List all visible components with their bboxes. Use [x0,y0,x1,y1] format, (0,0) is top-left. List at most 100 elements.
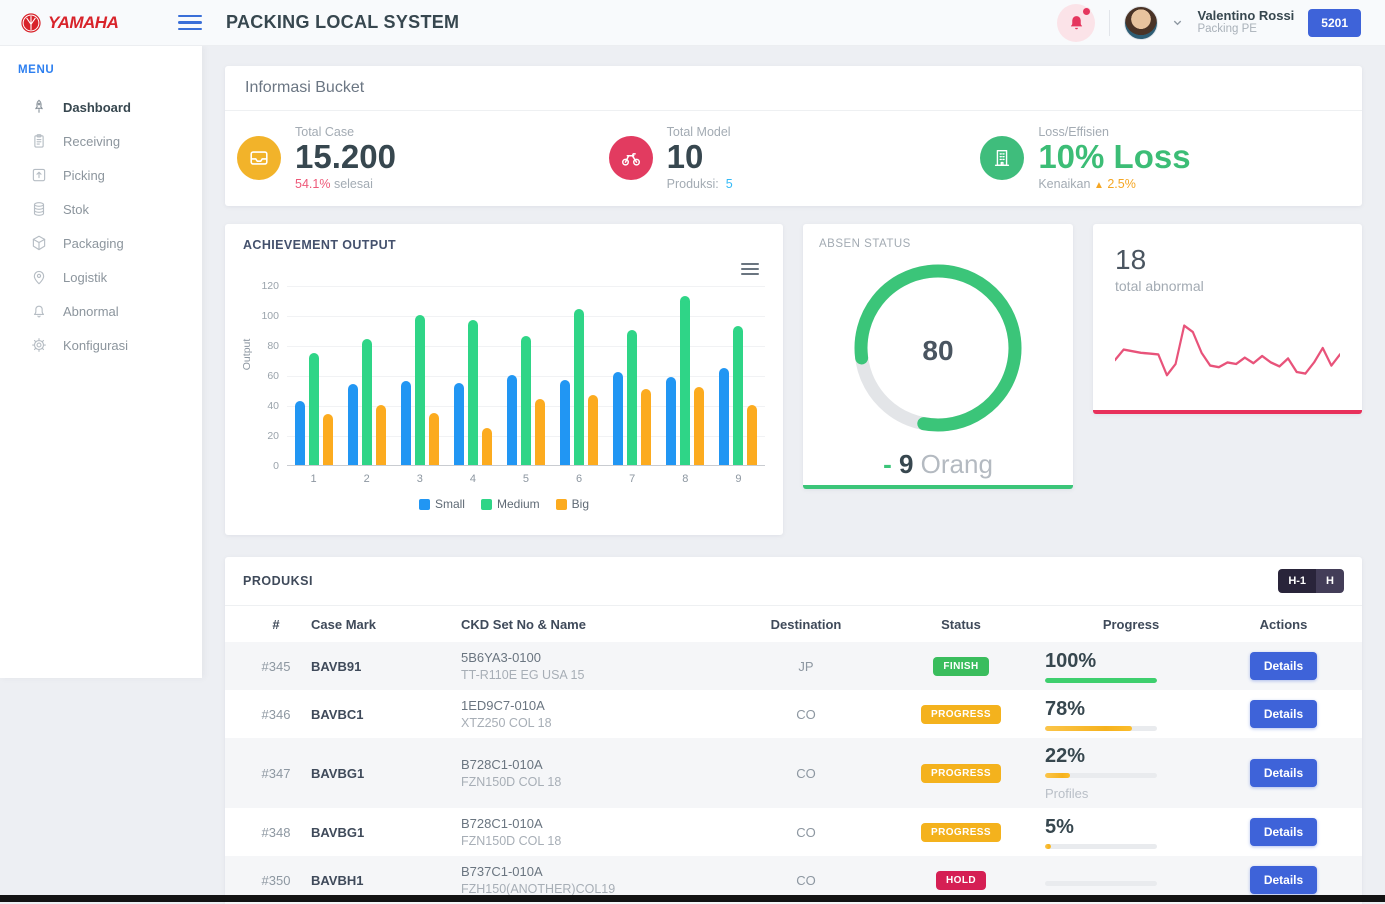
h-toggle: H-1 H [1278,569,1344,593]
menu-toggle-icon[interactable] [178,11,202,35]
bar-big [641,389,651,466]
notification-bell-icon[interactable] [1057,4,1095,42]
legend-big[interactable]: Big [556,497,589,511]
legend-medium[interactable]: Medium [481,497,540,511]
details-button[interactable]: Details [1250,759,1317,787]
row-number: #345 [241,659,311,674]
sidebar: MENU Dashboard Receiving Picking Stok Pa… [0,46,202,678]
bar-big [482,428,492,466]
toggle-h1-button[interactable]: H-1 [1278,569,1316,593]
absen-center-value: 80 [848,258,1028,443]
cube-icon [30,234,48,252]
achievement-output-card: ACHIEVEMENT OUTPUT Output 02040608010012… [225,224,783,535]
bar-group-6 [560,286,598,465]
sidebar-item-packaging[interactable]: Packaging [0,226,202,260]
sidebar-item-logistik[interactable]: Logistik [0,260,202,294]
bottom-strip [0,895,1385,902]
bar-medium [733,326,743,466]
absen-footer: - 9 Orang [819,449,1057,480]
chart-legend: Small Medium Big [243,497,765,511]
progress-cell: 100% [1041,650,1221,683]
bar-medium [574,309,584,465]
bar-group-4 [454,286,492,465]
motorcycle-icon [620,147,642,169]
total-abnormal-card: 18 total abnormal [1093,224,1362,414]
sidebar-item-konfigurasi[interactable]: Konfigurasi [0,328,202,362]
bar-big [535,399,545,465]
sidebar-item-picking[interactable]: Picking [0,158,202,192]
bar-small [560,380,570,466]
bar-medium [468,320,478,466]
up-caret-icon: ▲ [1094,180,1104,191]
progress-bar [1045,726,1157,731]
ckd-set: 5B6YA3-0100 TT-R110E EG USA 15 [461,650,731,682]
toggle-h-button[interactable]: H [1316,569,1344,593]
bar-medium [680,296,690,466]
bell-icon [30,302,48,320]
progress-cell: 22% Profiles [1041,745,1221,801]
destination: CO [731,825,881,840]
ckd-set: B737C1-010A FZH150(ANOTHER)COL19 [461,864,731,896]
bar-group-5 [507,286,545,465]
table-header-row: # Case Mark CKD Set No & Name Destinatio… [225,606,1362,642]
progress-bar [1045,773,1157,778]
absen-donut-chart: 80 [848,258,1028,443]
bar-small [401,381,411,465]
status-badge: HOLD [936,871,986,890]
details-button[interactable]: Details [1250,866,1317,894]
bar-big [747,405,757,465]
y-axis-label: Output [243,286,257,485]
status-badge: PROGRESS [921,823,1001,842]
sidebar-item-receiving[interactable]: Receiving [0,124,202,158]
progress-cell: 5% [1041,816,1221,849]
status-badge: FINISH [933,657,988,676]
row-number: #346 [241,707,311,722]
case-mark: BAVBG1 [311,766,461,781]
main-content: Informasi Bucket Total Case 15.200 54.1%… [202,46,1385,902]
user-name: Valentino Rossi [1197,8,1294,24]
bell-glyph-icon [1068,14,1085,31]
user-info: Valentino Rossi Packing PE [1197,8,1294,37]
bar-medium [521,336,531,465]
gear-icon [30,336,48,354]
top-header: YAMAHA PACKING LOCAL SYSTEM Valentino Ro… [0,0,1385,46]
bar-group-2 [348,286,386,465]
user-role: Packing PE [1197,23,1294,37]
details-button[interactable]: Details [1250,700,1317,728]
clipboard-icon [30,132,48,150]
page-title: PACKING LOCAL SYSTEM [226,12,459,33]
bar-big [694,387,704,465]
map-pin-icon [30,268,48,286]
destination: CO [731,707,881,722]
avatar[interactable] [1124,6,1158,40]
produksi-title: PRODUKSI [243,574,313,588]
sidebar-item-stok[interactable]: Stok [0,192,202,226]
yamaha-logo: YAMAHA [0,12,160,34]
database-icon [30,200,48,218]
stat-total-case: Total Case 15.200 54.1% selesai [237,125,609,191]
bar-big [588,395,598,466]
bar-small [295,401,305,466]
details-button[interactable]: Details [1250,652,1317,680]
bar-medium [627,330,637,465]
progress-bar [1045,881,1157,886]
sidebar-item-dashboard[interactable]: Dashboard [0,90,202,124]
progress-cell: 78% [1041,698,1221,731]
tuning-fork-icon [20,12,42,34]
row-number: #347 [241,766,311,781]
bar-group-9 [719,286,757,465]
case-mark: BAVB91 [311,659,461,674]
legend-small[interactable]: Small [419,497,465,511]
table-row: #347 BAVBG1 B728C1-010A FZN150D COL 18 C… [225,738,1362,808]
details-button[interactable]: Details [1250,818,1317,846]
chevron-down-icon[interactable] [1172,17,1183,28]
sidebar-item-abnormal[interactable]: Abnormal [0,294,202,328]
produksi-card: PRODUKSI H-1 H # Case Mark CKD Set No & … [225,557,1362,904]
user-id-badge[interactable]: 5201 [1308,9,1361,37]
table-row: #346 BAVBC1 1ED9C7-010A XTZ250 COL 18 CO… [225,690,1362,738]
bar-small [454,383,464,466]
row-number: #348 [241,825,311,840]
chart-menu-icon[interactable] [741,260,759,278]
bar-big [376,405,386,465]
bar-group-7 [613,286,651,465]
